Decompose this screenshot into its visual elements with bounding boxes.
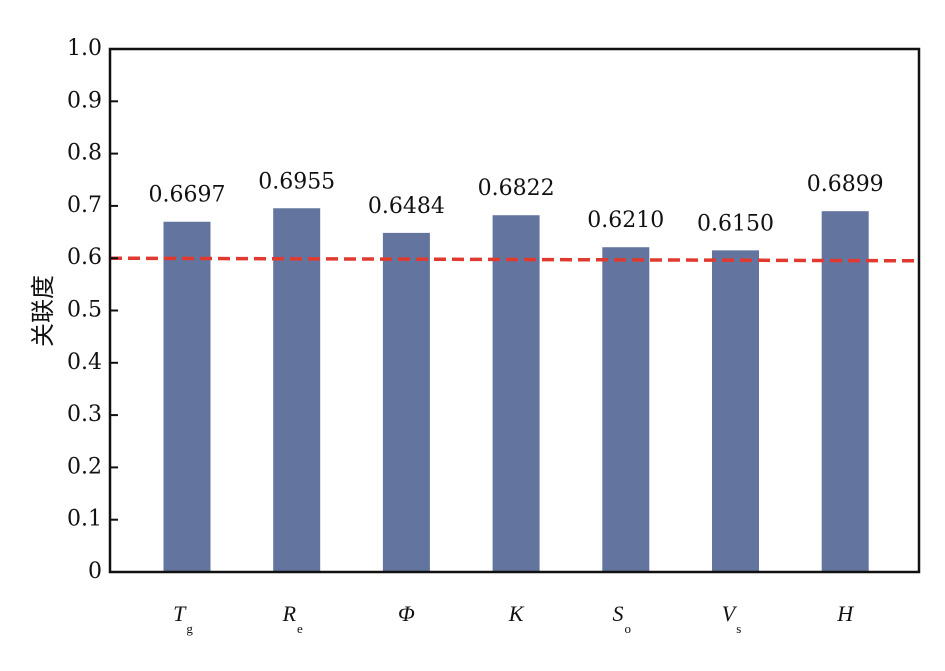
y-axis-title: 关联度: [29, 275, 57, 347]
y-axis: 0 0.1 0.2 0.3 0.4 0.5 0.6 0.7 0.8 0.9 1.0: [67, 36, 118, 584]
x-tick-label-1: Re: [282, 601, 303, 636]
x-tick-subscript-5: s: [736, 621, 741, 636]
y-tick-label-8: 0.8: [67, 141, 102, 166]
x-tick-label-6: H: [836, 601, 854, 626]
x-axis: Tg Re Φ K So Vs H: [173, 601, 854, 636]
bar-0: [163, 221, 211, 573]
y-tick-label-3: 0.3: [67, 402, 102, 427]
y-tick-label-4: 0.4: [67, 350, 102, 375]
data-label-6: 0.6899: [807, 172, 884, 197]
x-tick-label-3: K: [508, 601, 525, 626]
x-tick-label-5: Vs: [722, 601, 742, 636]
x-tick-subscript-4: o: [625, 621, 632, 636]
x-tick-label-4: So: [613, 601, 632, 636]
bar-5: [712, 250, 759, 573]
data-label-4: 0.6210: [587, 208, 664, 233]
x-tick-subscript-0: g: [186, 621, 193, 636]
y-tick-label-5: 0.5: [67, 298, 102, 323]
bar-4: [602, 247, 650, 573]
y-tick-label-2: 0.2: [67, 454, 102, 479]
y-tick-label-6: 0.6: [67, 245, 102, 270]
data-label-1: 0.6955: [258, 169, 335, 194]
bars-group: [163, 208, 869, 573]
y-tick-label-10: 1.0: [67, 36, 102, 61]
x-tick-label-0: Tg: [173, 601, 193, 636]
reference-line-group: [109, 256, 920, 263]
bar-6: [821, 211, 869, 572]
y-tick-label-1: 0.1: [67, 507, 102, 532]
data-labels-group: 0.6697 0.6955 0.6484 0.6822 0.6210 0.6150 0.68…: [149, 169, 884, 236]
bar-2: [382, 232, 430, 573]
data-label-3: 0.6822: [478, 176, 555, 201]
y-tick-label-9: 0.9: [67, 88, 102, 113]
data-label-5: 0.6150: [697, 211, 774, 236]
y-tick-label-0: 0: [88, 559, 102, 584]
data-label-0: 0.6697: [149, 183, 226, 208]
y-tick-label-7: 0.7: [67, 193, 102, 218]
data-label-2: 0.6484: [368, 194, 445, 219]
bar-3: [492, 215, 540, 572]
bar-1: [273, 208, 321, 573]
reference-line: [109, 256, 920, 263]
x-tick-subscript-1: e: [297, 621, 303, 636]
x-tick-label-2: Φ: [398, 601, 415, 626]
